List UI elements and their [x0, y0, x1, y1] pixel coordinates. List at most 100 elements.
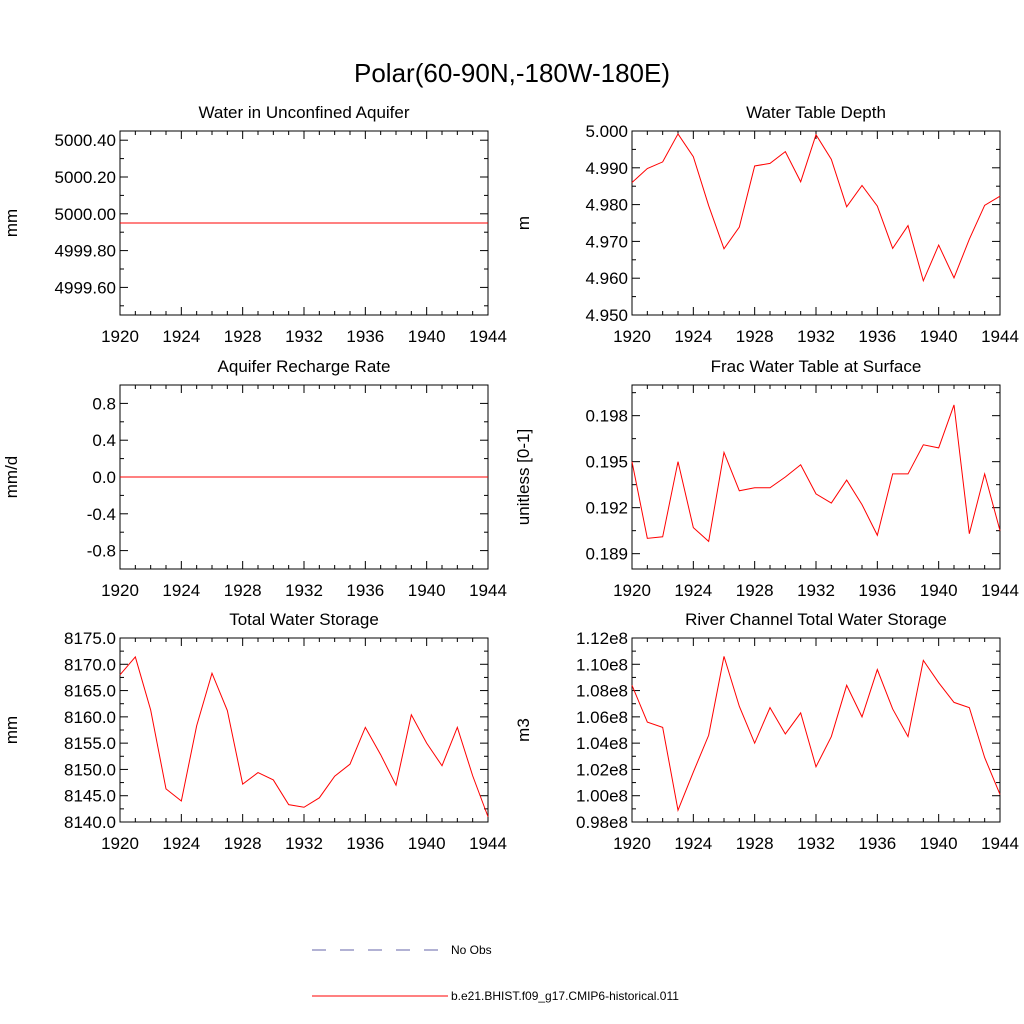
y-tick-label: 4999.80	[55, 242, 116, 261]
series-line	[631, 132, 1001, 283]
y-axis-label: unitless [0-1]	[514, 429, 533, 525]
plot-frame	[631, 130, 1001, 316]
chart-panel-4: Frac Water Table at Surface unitless [0-1…	[514, 357, 1019, 600]
x-tick-label: 1936	[346, 327, 384, 346]
y-tick-label: -0.8	[87, 542, 116, 561]
x-tick-label: 1924	[162, 581, 200, 600]
x-tick-label: 1920	[101, 581, 139, 600]
y-tick-label: 8170.0	[64, 655, 116, 674]
panel-title: Aquifer Recharge Rate	[218, 357, 391, 376]
x-tick-label: 1924	[674, 581, 712, 600]
y-axis-label: mm	[2, 716, 21, 744]
x-tick-label: 1936	[858, 834, 896, 853]
y-tick-label: 8155.0	[64, 734, 116, 753]
y-tick-label: 4.980	[585, 196, 628, 215]
y-tick-label: 8175.0	[64, 629, 116, 648]
legend-obs-label: No Obs	[451, 943, 492, 957]
panel-title: River Channel Total Water Storage	[685, 610, 947, 629]
x-tick-label: 1940	[408, 834, 446, 853]
x-tick-label: 1924	[674, 327, 712, 346]
panel-title: Water Table Depth	[746, 103, 886, 122]
panels: Water in Unconfined Aquifer mm 1920 1924 192…	[2, 103, 1019, 853]
y-tick-label: 0.8	[92, 394, 116, 413]
y-tick-label: 8145.0	[64, 787, 116, 806]
panel-title: Frac Water Table at Surface	[711, 357, 922, 376]
y-tick-label: 5000.00	[55, 205, 116, 224]
chart-panel-5: Total Water Storage mm 1920 1924 1928 1932 193…	[2, 610, 507, 853]
x-tick-label: 1932	[797, 834, 835, 853]
y-tick-label: 0.192	[585, 499, 628, 518]
series-line	[631, 656, 1001, 812]
x-tick-label: 1936	[858, 327, 896, 346]
y-tick-label: 8140.0	[64, 813, 116, 832]
y-tick-label: 0.189	[585, 545, 628, 564]
series-line	[119, 655, 489, 817]
x-tick-label: 1928	[736, 327, 774, 346]
x-tick-label: 1940	[920, 327, 958, 346]
y-tick-label: 1.08e8	[576, 682, 628, 701]
x-tick-label: 1936	[346, 581, 384, 600]
x-tick-label: 1920	[613, 834, 651, 853]
y-tick-label: 4999.60	[55, 278, 116, 297]
x-tick-label: 1928	[736, 581, 774, 600]
y-tick-label: 1.10e8	[576, 655, 628, 674]
y-axis-label: m	[514, 216, 533, 230]
x-tick-label: 1920	[613, 327, 651, 346]
y-axis-label: mm/d	[2, 456, 21, 499]
y-tick-label: 4.970	[585, 232, 628, 251]
panel-title: Water in Unconfined Aquifer	[198, 103, 409, 122]
x-tick-label: 1932	[797, 327, 835, 346]
x-tick-label: 1944	[981, 327, 1019, 346]
y-tick-label: 1.12e8	[576, 629, 628, 648]
chart-panel-2: Water Table Depth m 1920 1924 1928 1932 1936 19…	[514, 103, 1019, 346]
plot-frame	[119, 637, 489, 823]
x-tick-label: 1920	[101, 834, 139, 853]
y-tick-label: 5.000	[585, 122, 628, 141]
x-tick-label: 1944	[469, 327, 507, 346]
y-tick-label: 1.02e8	[576, 760, 628, 779]
y-tick-label: 8165.0	[64, 682, 116, 701]
y-tick-label: 8150.0	[64, 760, 116, 779]
y-tick-label: 4.960	[585, 269, 628, 288]
x-tick-label: 1928	[736, 834, 774, 853]
y-tick-label: 8160.0	[64, 708, 116, 727]
y-tick-label: 5000.20	[55, 168, 116, 187]
figure-title: Polar(60-90N,-180W-180E)	[354, 58, 670, 88]
y-tick-label: 0.4	[92, 431, 116, 450]
x-tick-label: 1924	[162, 834, 200, 853]
y-tick-label: 4.990	[585, 159, 628, 178]
y-tick-label: 0.195	[585, 453, 628, 472]
x-tick-label: 1928	[224, 581, 262, 600]
x-tick-label: 1940	[920, 834, 958, 853]
x-tick-label: 1944	[981, 834, 1019, 853]
y-tick-label: 5000.40	[55, 131, 116, 150]
plot-frame	[631, 637, 1001, 823]
x-tick-label: 1928	[224, 327, 262, 346]
y-tick-label: 0.98e8	[576, 813, 628, 832]
y-tick-label: 1.06e8	[576, 708, 628, 727]
panel-title: Total Water Storage	[229, 610, 379, 629]
plot-frame	[631, 384, 1001, 570]
y-axis-label: m3	[514, 718, 533, 742]
x-tick-label: 1944	[469, 581, 507, 600]
x-tick-label: 1924	[162, 327, 200, 346]
y-tick-label: -0.4	[87, 505, 116, 524]
x-tick-label: 1936	[858, 581, 896, 600]
y-tick-label: 1.04e8	[576, 734, 628, 753]
chart-panel-6: River Channel Total Water Storage m3 1920 1…	[514, 610, 1019, 853]
chart-panel-1: Water in Unconfined Aquifer mm 1920 1924 192…	[2, 103, 507, 346]
y-tick-label: 0.198	[585, 407, 628, 426]
x-tick-label: 1920	[613, 581, 651, 600]
x-tick-label: 1940	[920, 581, 958, 600]
y-tick-label: 4.950	[585, 306, 628, 325]
x-tick-label: 1944	[981, 581, 1019, 600]
y-tick-label: 0.0	[92, 468, 116, 487]
x-tick-label: 1920	[101, 327, 139, 346]
y-axis-label: mm	[2, 209, 21, 237]
x-tick-label: 1936	[346, 834, 384, 853]
y-tick-label: 1.00e8	[576, 787, 628, 806]
x-tick-label: 1940	[408, 581, 446, 600]
legend: No Obs b.e21.BHIST.f09_g17.CMIP6-histori…	[312, 943, 679, 1003]
x-tick-label: 1932	[797, 581, 835, 600]
